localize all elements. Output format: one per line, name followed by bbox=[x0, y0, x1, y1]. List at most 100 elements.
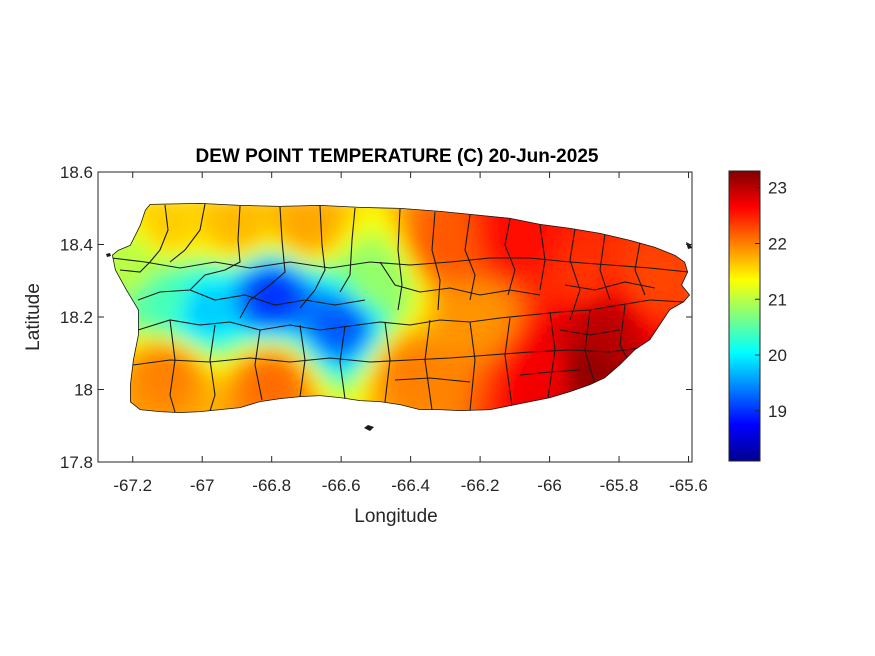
heatmap-cell bbox=[140, 235, 149, 244]
heatmap-cell bbox=[484, 219, 493, 228]
heatmap-cell bbox=[500, 219, 509, 228]
heatmap-cell bbox=[500, 395, 509, 404]
heatmap-cell bbox=[284, 219, 293, 228]
heatmap-cell bbox=[508, 347, 517, 356]
heatmap-cell bbox=[524, 275, 533, 284]
heatmap-cell bbox=[292, 315, 301, 324]
heatmap-cell bbox=[196, 339, 205, 348]
heatmap-cell bbox=[148, 339, 157, 348]
heatmap-cell bbox=[260, 251, 269, 260]
heatmap-cell bbox=[460, 387, 469, 396]
heatmap-cell bbox=[372, 227, 381, 236]
heatmap-cell bbox=[284, 283, 293, 292]
heatmap-cell bbox=[140, 403, 149, 412]
heatmap-cell bbox=[596, 299, 605, 308]
heatmap-cell bbox=[412, 211, 421, 220]
heatmap-cell bbox=[220, 395, 229, 404]
heatmap-cell bbox=[332, 291, 341, 300]
heatmap-cell bbox=[404, 259, 413, 268]
heatmap-cell bbox=[284, 379, 293, 388]
heatmap-cell bbox=[628, 267, 637, 276]
heatmap-cell bbox=[436, 323, 445, 332]
heatmap-cell bbox=[356, 251, 365, 260]
heatmap-cell bbox=[212, 211, 221, 220]
heatmap-cell bbox=[180, 283, 189, 292]
heatmap-cell bbox=[372, 243, 381, 252]
heatmap-cell bbox=[252, 323, 261, 332]
heatmap-cell bbox=[484, 243, 493, 252]
heatmap-cell bbox=[636, 339, 645, 348]
heatmap-cell bbox=[156, 347, 165, 356]
heatmap-cell bbox=[572, 339, 581, 348]
heatmap-cell bbox=[420, 267, 429, 276]
heatmap-cell bbox=[236, 307, 245, 316]
heatmap-cell bbox=[564, 299, 573, 308]
field-sample bbox=[290, 210, 323, 243]
heatmap-cell bbox=[340, 251, 349, 260]
heatmap-cell bbox=[212, 291, 221, 300]
heatmap-cell bbox=[228, 323, 237, 332]
heatmap-cell bbox=[252, 203, 261, 212]
heatmap-cell bbox=[516, 387, 525, 396]
heatmap-cell bbox=[596, 291, 605, 300]
heatmap-cell bbox=[436, 275, 445, 284]
heatmap-cell bbox=[452, 307, 461, 316]
heatmap-cell bbox=[500, 251, 509, 260]
heatmap-cell bbox=[308, 363, 317, 372]
heatmap-cell bbox=[332, 371, 341, 380]
heatmap-cell bbox=[204, 267, 213, 276]
heatmap-cell bbox=[564, 259, 573, 268]
heatmap-cell bbox=[500, 355, 509, 364]
heatmap-cell bbox=[468, 291, 477, 300]
heatmap-cell bbox=[252, 275, 261, 284]
heatmap-cell bbox=[300, 347, 309, 356]
heatmap-cell bbox=[428, 339, 437, 348]
heatmap-cell bbox=[268, 203, 277, 212]
heatmap-cell bbox=[244, 371, 253, 380]
heatmap-cell bbox=[132, 283, 141, 292]
field-sample bbox=[151, 355, 184, 388]
heatmap-cell bbox=[316, 235, 325, 244]
heatmap-cell bbox=[252, 211, 261, 220]
heatmap-cell bbox=[356, 315, 365, 324]
heatmap-cell bbox=[188, 371, 197, 380]
heatmap-cell bbox=[444, 403, 453, 412]
heatmap-cell bbox=[380, 219, 389, 228]
heatmap-cell bbox=[140, 243, 149, 252]
heatmap-cell bbox=[220, 283, 229, 292]
heatmap-cell bbox=[444, 299, 453, 308]
heatmap-cell bbox=[436, 403, 445, 412]
heatmap-cell bbox=[556, 227, 565, 236]
heatmap-cell bbox=[412, 291, 421, 300]
heatmap-cell bbox=[572, 251, 581, 260]
heatmap-cell bbox=[148, 307, 157, 316]
heatmap-cell bbox=[164, 339, 173, 348]
heatmap-cell bbox=[484, 251, 493, 260]
heatmap-cell bbox=[492, 251, 501, 260]
heatmap-cell bbox=[276, 235, 285, 244]
heatmap-cell bbox=[428, 379, 437, 388]
heatmap-cell bbox=[564, 235, 573, 244]
heatmap-cell bbox=[612, 299, 621, 308]
heatmap-cell bbox=[156, 323, 165, 332]
heatmap-cell bbox=[692, 347, 701, 356]
heatmap-cell bbox=[228, 339, 237, 348]
heatmap-cell bbox=[532, 235, 541, 244]
heatmap-cell bbox=[164, 395, 173, 404]
heatmap-cell bbox=[460, 243, 469, 252]
heatmap-cell bbox=[692, 419, 701, 428]
heatmap-cell bbox=[260, 243, 269, 252]
heatmap-cell bbox=[364, 315, 373, 324]
heatmap-cell bbox=[212, 403, 221, 412]
heatmap-cell bbox=[316, 371, 325, 380]
heatmap-cell bbox=[260, 211, 269, 220]
heatmap-cell bbox=[364, 235, 373, 244]
heatmap-cell bbox=[444, 339, 453, 348]
heatmap-cell bbox=[492, 379, 501, 388]
heatmap-cell bbox=[484, 403, 493, 412]
heatmap-cell bbox=[420, 307, 429, 316]
heatmap-cell bbox=[220, 371, 229, 380]
heatmap-cell bbox=[156, 403, 165, 412]
heatmap-cell bbox=[548, 267, 557, 276]
